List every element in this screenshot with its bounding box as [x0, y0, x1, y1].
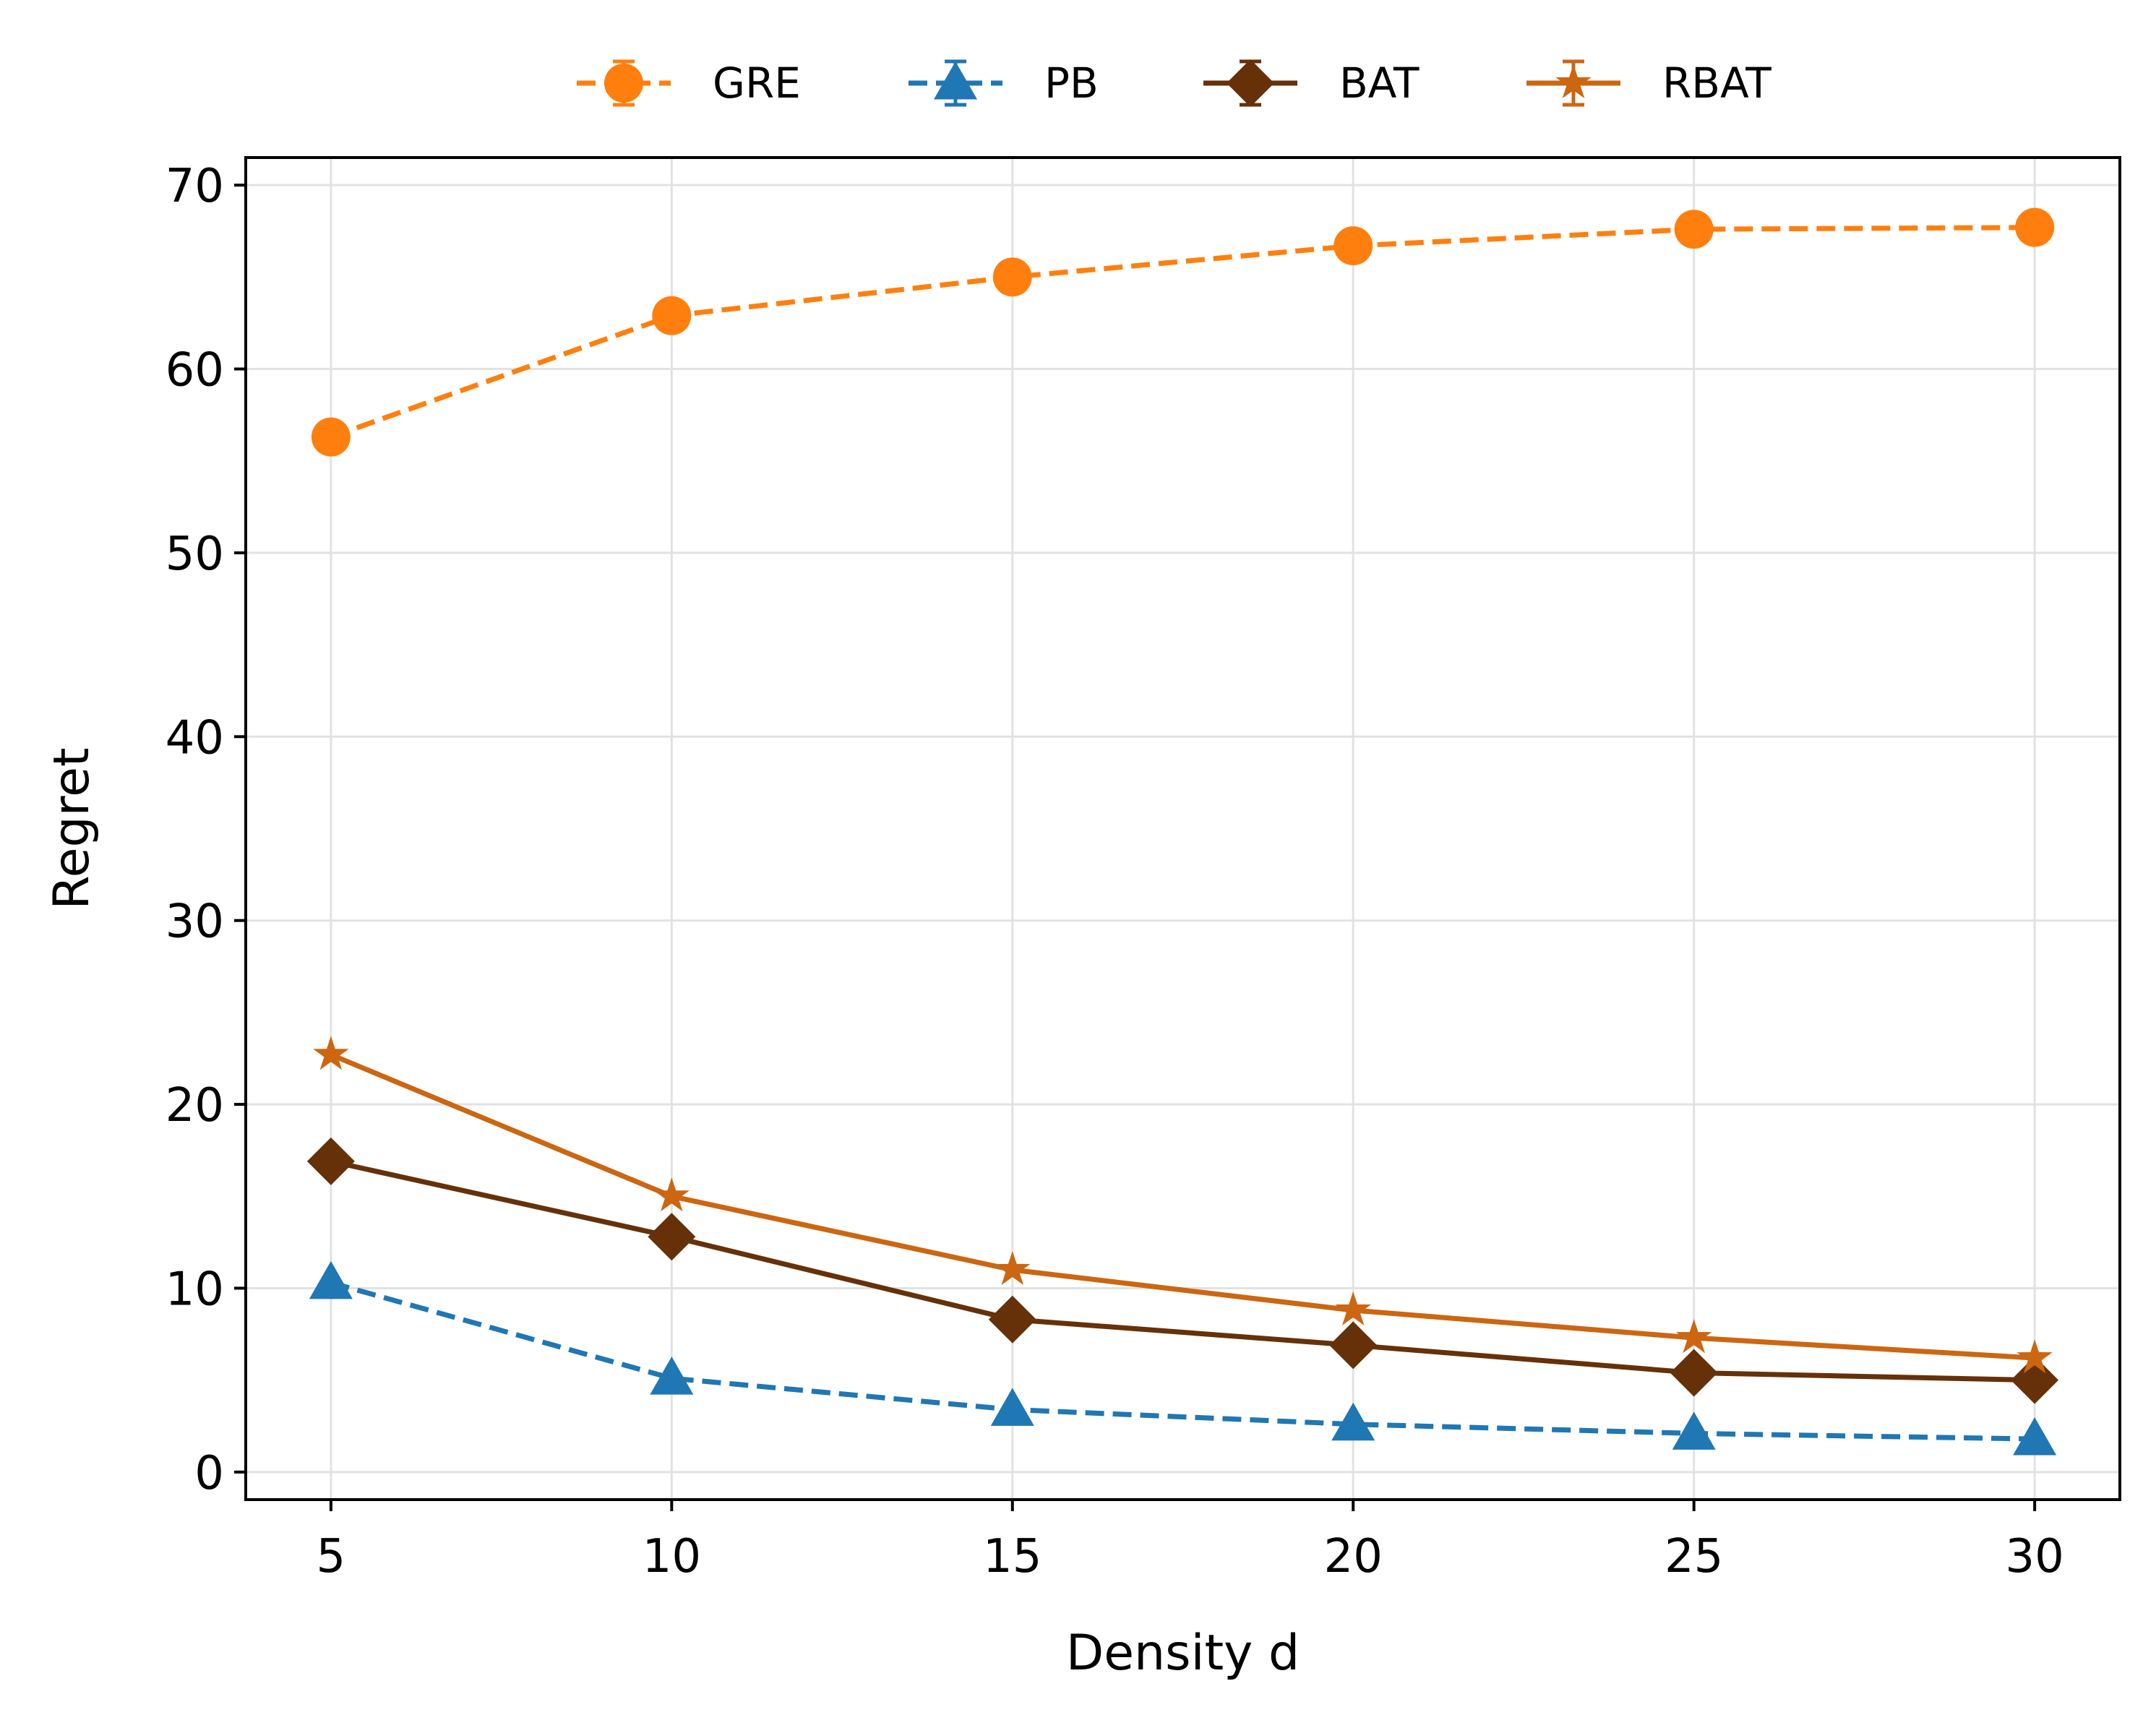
- x-tick-label: 15: [983, 1530, 1042, 1583]
- data-point-pb: [2013, 1417, 2057, 1456]
- data-point-pb: [1672, 1411, 1716, 1450]
- legend-item-rbat: RBAT: [1526, 59, 1771, 108]
- legend-marker-bat: [1227, 59, 1274, 107]
- y-tick-label: 30: [166, 895, 224, 949]
- plot-frame: [244, 156, 2121, 1501]
- series-line-gre: [330, 225, 2035, 439]
- data-point-bat: [2011, 1356, 2059, 1404]
- data-point-rbat: [1676, 1319, 1712, 1354]
- legend-marker-rbat: [1555, 64, 1592, 98]
- x-axis-label: Density d: [1066, 1625, 1300, 1682]
- data-point-bat: [1329, 1321, 1378, 1370]
- legend-label-gre: GRE: [713, 59, 801, 108]
- data-point-gre: [1333, 226, 1373, 266]
- y-tick-label: 50: [166, 528, 224, 581]
- legend-label-rbat: RBAT: [1662, 59, 1771, 108]
- legend-marker-pb: [934, 61, 977, 100]
- x-tick-label: 25: [1665, 1530, 1723, 1583]
- data-point-pb: [309, 1260, 353, 1299]
- series-line-rbat: [330, 1052, 2035, 1361]
- data-point-gre: [992, 257, 1032, 297]
- x-tick-label: 20: [1324, 1530, 1383, 1583]
- legend-label-bat: BAT: [1339, 59, 1420, 108]
- data-point-rbat: [1335, 1291, 1371, 1325]
- legend-item-gre: GRE: [577, 59, 801, 108]
- y-tick-label: 70: [166, 160, 224, 213]
- grid-layer: [246, 158, 2120, 1500]
- data-point-bat: [1670, 1349, 1718, 1397]
- data-point-gre: [2015, 207, 2055, 247]
- series-pb: [309, 1260, 2057, 1456]
- series-line-pb: [330, 1280, 2035, 1442]
- data-point-gre: [1674, 210, 1714, 249]
- data-point-gre: [652, 296, 692, 335]
- data-point-bat: [988, 1295, 1036, 1344]
- legend: GRE PB BAT RBAT: [577, 59, 1771, 108]
- data-point-pb: [650, 1357, 694, 1395]
- data-point-pb: [990, 1388, 1034, 1426]
- y-tick-label: 10: [166, 1263, 224, 1316]
- data-point-rbat: [995, 1251, 1031, 1286]
- data-point-rbat: [2017, 1339, 2053, 1374]
- legend-item-bat: BAT: [1203, 59, 1420, 108]
- series-line-bat: [330, 1159, 2035, 1383]
- x-tick-label: 10: [643, 1530, 701, 1583]
- series-layer: [306, 207, 2059, 1456]
- y-tick-label: 60: [166, 344, 224, 397]
- y-tick-label: 20: [166, 1079, 224, 1132]
- data-point-gre: [311, 417, 351, 457]
- x-tick-label: 30: [2005, 1530, 2063, 1583]
- x-tick-label: 5: [317, 1530, 346, 1583]
- series-gre: [311, 207, 2055, 457]
- series-rbat: [313, 1036, 2053, 1374]
- axes-layer: 5 10 15 20 25 30 0 10 20 30 40 50 60 70: [166, 160, 2064, 1583]
- data-point-bat: [306, 1137, 355, 1185]
- y-tick-label: 0: [194, 1447, 224, 1500]
- y-axis-label: Regret: [43, 747, 100, 909]
- y-tick-label: 40: [166, 711, 224, 765]
- legend-item-pb: PB: [909, 59, 1099, 108]
- series-bat: [306, 1137, 2059, 1404]
- legend-marker-gre: [604, 64, 643, 103]
- data-point-rbat: [653, 1177, 690, 1212]
- data-point-bat: [648, 1213, 696, 1261]
- data-point-pb: [1331, 1402, 1375, 1441]
- legend-label-pb: PB: [1044, 59, 1099, 108]
- data-point-rbat: [313, 1036, 349, 1070]
